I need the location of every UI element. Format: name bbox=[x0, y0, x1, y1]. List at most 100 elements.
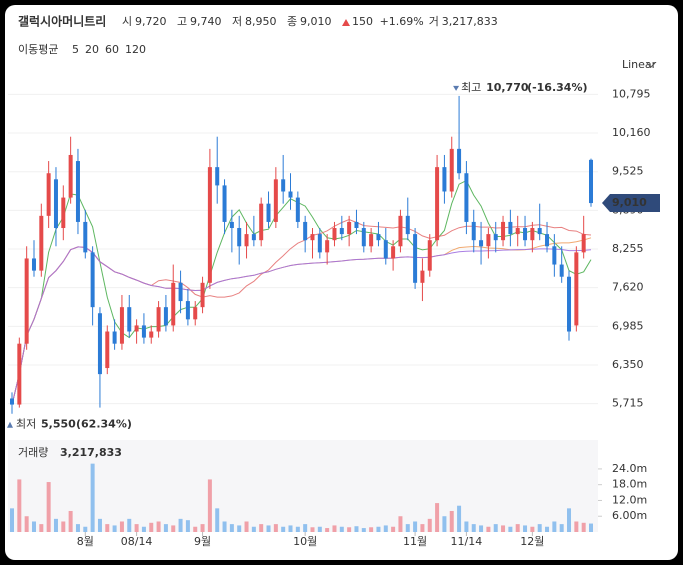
candle-body bbox=[75, 161, 80, 222]
volume-bar bbox=[112, 525, 117, 532]
plot: 10,79510,1609,5258,8908,2557,6206,9856,3… bbox=[7, 81, 660, 548]
y-tick-label: 6,350 bbox=[612, 358, 644, 371]
price-tag-label: 9,010 bbox=[612, 196, 647, 209]
volume-bar bbox=[383, 525, 388, 532]
candle-body bbox=[486, 234, 491, 247]
volume-bar bbox=[523, 525, 528, 532]
y-tick-label: 10,160 bbox=[612, 126, 651, 139]
candle-body bbox=[141, 325, 146, 338]
volume-title: 거래량 bbox=[18, 446, 48, 459]
volume-pane bbox=[8, 440, 598, 532]
volume-tick-label: 6.00m bbox=[612, 509, 647, 522]
x-tick-label: 9월 bbox=[194, 535, 211, 548]
candle-body bbox=[97, 313, 102, 375]
ma-period: 20 bbox=[85, 43, 99, 56]
quote-value: 3,217,833 bbox=[442, 15, 498, 28]
candle-body bbox=[435, 167, 440, 241]
volume-tick-label: 12.0m bbox=[612, 493, 647, 506]
volume-bar bbox=[244, 521, 249, 532]
candle-body bbox=[17, 343, 22, 405]
candle-body bbox=[508, 221, 513, 235]
candle-body bbox=[46, 173, 51, 216]
candle-body bbox=[347, 221, 352, 235]
candle-body bbox=[376, 234, 381, 241]
candle-body bbox=[178, 282, 183, 302]
ma-legend: 5 20 60 120 bbox=[72, 43, 146, 56]
dropdown-arrow[interactable] bbox=[646, 62, 656, 68]
volume-bar bbox=[493, 524, 498, 532]
candle-body bbox=[545, 234, 550, 247]
candle-body bbox=[119, 307, 124, 344]
scale-mode[interactable]: Linear bbox=[622, 58, 657, 71]
volume-bar bbox=[317, 526, 322, 532]
candle-body bbox=[229, 221, 234, 229]
quote-value: 9,010 bbox=[300, 15, 332, 28]
candle-body bbox=[273, 179, 278, 222]
candle-body bbox=[471, 221, 476, 241]
volume-bar bbox=[537, 524, 542, 532]
volume-bar bbox=[61, 521, 66, 532]
candle-body bbox=[61, 197, 66, 229]
volume-bar bbox=[83, 526, 88, 532]
candle-body bbox=[339, 228, 344, 235]
volume-bar bbox=[171, 525, 176, 532]
x-tick-label: 08/14 bbox=[121, 535, 153, 548]
candle-body bbox=[105, 331, 110, 369]
volume-bar bbox=[295, 526, 300, 532]
x-tick-label: 8월 bbox=[77, 535, 94, 548]
panel bbox=[5, 5, 678, 560]
volume-bar bbox=[141, 526, 146, 532]
volume-bar bbox=[75, 524, 80, 532]
up-triangle bbox=[342, 19, 350, 26]
low-note-value: 5,550 bbox=[41, 418, 76, 431]
volume-tick-label: 18.0m bbox=[612, 478, 647, 491]
volume-bar bbox=[24, 516, 29, 532]
candle-body bbox=[581, 234, 586, 253]
volume-bar bbox=[119, 521, 124, 532]
candle-body bbox=[464, 173, 469, 222]
volume-bar bbox=[46, 482, 51, 532]
volume-bar bbox=[97, 518, 102, 532]
volume-bar bbox=[574, 521, 579, 532]
volume-bar bbox=[449, 510, 454, 532]
y-tick-label: 6,985 bbox=[612, 319, 644, 332]
change-pct: +1.69% bbox=[380, 15, 424, 28]
y-tick-label: 10,795 bbox=[612, 87, 651, 100]
candle-body bbox=[244, 234, 249, 247]
volume-bar bbox=[303, 524, 308, 532]
volume-bar bbox=[17, 479, 22, 532]
candle-body bbox=[398, 215, 403, 247]
candle-body bbox=[185, 301, 190, 320]
low-note-label: 최저 bbox=[16, 418, 36, 431]
volume-bar bbox=[464, 521, 469, 532]
high-note-value: 10,770 bbox=[486, 81, 529, 94]
candle-body bbox=[193, 307, 198, 320]
volume-bar bbox=[435, 503, 440, 532]
candle-body bbox=[207, 167, 212, 283]
candle-body bbox=[457, 148, 462, 174]
volume-bar bbox=[471, 524, 476, 532]
candle-body bbox=[149, 331, 154, 338]
volume-bar bbox=[134, 524, 139, 532]
candle-body bbox=[222, 185, 227, 222]
moving-average bbox=[11, 246, 592, 405]
quote-label: 시 bbox=[122, 15, 132, 28]
x-tick-label: 11월 bbox=[403, 535, 427, 548]
volume-bar bbox=[156, 521, 161, 532]
candle-body bbox=[24, 258, 29, 344]
volume-bar bbox=[457, 505, 462, 532]
quote-value: 9,720 bbox=[135, 15, 167, 28]
high-note-change: (-16.34%) bbox=[527, 81, 587, 94]
candle-body bbox=[171, 282, 176, 326]
volume-bar bbox=[310, 527, 315, 532]
candle-body bbox=[442, 167, 447, 192]
candle-body bbox=[303, 221, 308, 241]
ma-period: 60 bbox=[105, 43, 119, 56]
volume-bar bbox=[229, 524, 234, 532]
candle-body bbox=[530, 228, 535, 241]
volume-bar bbox=[427, 518, 432, 532]
volume-bar bbox=[508, 526, 513, 532]
candle-body bbox=[354, 221, 359, 229]
volume-bar bbox=[339, 526, 344, 532]
volume-bar bbox=[215, 508, 220, 532]
